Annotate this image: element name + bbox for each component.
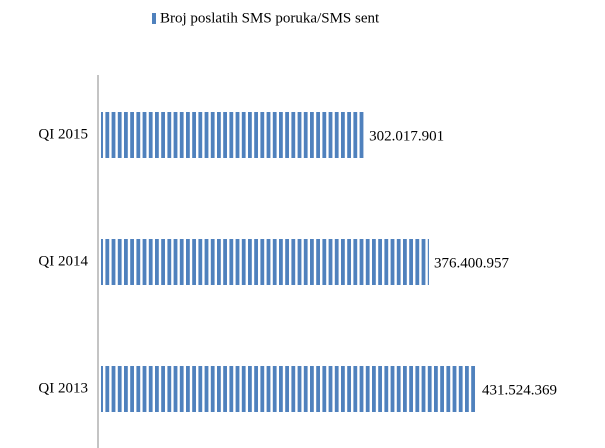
bar [101,239,429,285]
legend-label: Broj poslatih SMS poruka/SMS sent [160,10,380,26]
data-label: 376.400.957 [434,255,510,271]
y-tick-label: QI 2014 [38,253,88,269]
data-label: 431.524.369 [482,382,557,398]
bar [101,366,477,412]
legend-swatch [152,13,156,24]
y-tick-label: QI 2015 [38,126,88,142]
bar [101,112,365,158]
data-label: 302.017.901 [369,128,444,144]
y-tick-label: QI 2013 [38,380,88,396]
